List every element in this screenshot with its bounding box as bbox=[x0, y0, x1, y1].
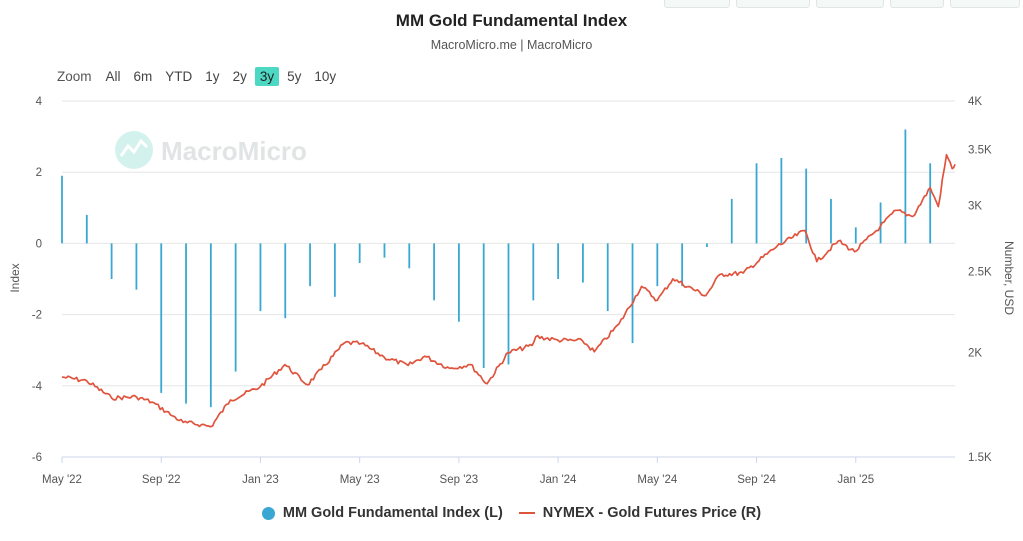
index-bar[interactable] bbox=[532, 243, 535, 301]
index-bar[interactable] bbox=[904, 129, 907, 244]
index-bar[interactable] bbox=[85, 214, 88, 244]
index-bar[interactable] bbox=[755, 163, 758, 244]
index-bar[interactable] bbox=[209, 243, 212, 408]
toolbar-button-3[interactable] bbox=[816, 0, 884, 8]
index-bar[interactable] bbox=[582, 243, 584, 283]
index-bar[interactable] bbox=[681, 243, 684, 287]
index-bar[interactable] bbox=[507, 243, 510, 365]
macromicro-logo-icon bbox=[115, 131, 153, 169]
legend-item-gold[interactable]: NYMEX - Gold Futures Price (R) bbox=[518, 505, 762, 521]
index-bar[interactable] bbox=[309, 243, 311, 287]
index-bar[interactable] bbox=[631, 243, 634, 344]
index-bar[interactable] bbox=[557, 243, 560, 279]
index-bar[interactable] bbox=[383, 243, 386, 258]
zoom-5y-button[interactable]: 5y bbox=[287, 69, 302, 84]
zoom-3y-button[interactable]: 3y bbox=[254, 67, 280, 86]
x-axis-ticks: May '22 Sep '22 Jan '23 May '23 Sep '23 Jan '… bbox=[42, 457, 874, 486]
index-bar[interactable] bbox=[408, 243, 411, 269]
x-tick-label: May '22 bbox=[42, 474, 82, 486]
index-bar[interactable] bbox=[830, 198, 832, 244]
index-bar[interactable] bbox=[110, 243, 113, 279]
index-bar[interactable] bbox=[656, 243, 659, 287]
left-axis-ticks: -6 -4 -2 0 2 4 bbox=[32, 96, 43, 464]
chart-title: MM Gold Fundamental Index bbox=[395, 11, 628, 30]
right-tick-label: 3.5K bbox=[968, 144, 992, 156]
index-bar[interactable] bbox=[805, 168, 808, 244]
index-bar[interactable] bbox=[61, 175, 63, 244]
index-bar[interactable] bbox=[706, 243, 708, 247]
index-bar[interactable] bbox=[234, 243, 237, 372]
x-tick-label: Sep '24 bbox=[737, 474, 776, 486]
x-tick-label: Jan '23 bbox=[242, 474, 279, 486]
index-bar[interactable] bbox=[433, 243, 435, 301]
right-tick-label: 2.5K bbox=[968, 267, 992, 279]
x-tick-label: May '24 bbox=[637, 474, 678, 486]
index-bar[interactable] bbox=[333, 243, 336, 297]
index-bars bbox=[61, 129, 932, 408]
left-axis-title: Index bbox=[8, 263, 22, 292]
index-bar[interactable] bbox=[730, 198, 733, 244]
zoom-2y-button[interactable]: 2y bbox=[232, 69, 247, 84]
left-tick-label: -6 bbox=[32, 452, 42, 464]
right-tick-label: 2K bbox=[968, 348, 982, 360]
zoom-1y-button[interactable]: 1y bbox=[205, 69, 220, 84]
x-tick-label: May '23 bbox=[340, 474, 380, 486]
chart-source: MacroMicro.me | MacroMicro bbox=[430, 38, 593, 52]
right-axis-ticks: 1.5K 2K 2.5K 3K 3.5K 4K bbox=[968, 96, 992, 464]
right-tick-label: 4K bbox=[968, 96, 982, 108]
toolbar-button-4[interactable] bbox=[890, 0, 944, 8]
right-axis-title: Number, USD bbox=[1002, 241, 1016, 315]
right-tick-label: 1.5K bbox=[968, 452, 992, 464]
x-tick-label: Jan '25 bbox=[837, 474, 874, 486]
left-tick-label: -4 bbox=[32, 381, 43, 393]
zoom-all-button[interactable]: All bbox=[105, 69, 121, 84]
watermark: MacroMicro bbox=[115, 131, 307, 169]
toolbar-button-2[interactable] bbox=[736, 0, 810, 8]
index-bar[interactable] bbox=[185, 243, 187, 404]
chart-legend: MM Gold Fundamental Index (L) NYMEX - Go… bbox=[0, 505, 1023, 521]
x-tick-label: Sep '23 bbox=[440, 474, 479, 486]
index-bar[interactable] bbox=[879, 202, 882, 244]
toolbar-button-5[interactable] bbox=[950, 0, 1020, 8]
left-tick-label: 4 bbox=[36, 96, 43, 108]
watermark-text: MacroMicro bbox=[161, 136, 307, 166]
left-tick-label: 2 bbox=[36, 167, 42, 179]
legend-index-label: MM Gold Fundamental Index (L) bbox=[282, 505, 503, 521]
index-bar[interactable] bbox=[929, 163, 932, 244]
right-tick-label: 3K bbox=[968, 200, 982, 212]
index-bar[interactable] bbox=[457, 243, 460, 322]
legend-gold-marker bbox=[518, 512, 535, 514]
index-bar[interactable] bbox=[482, 243, 485, 368]
gold-price-path[interactable] bbox=[61, 153, 956, 428]
index-bar[interactable] bbox=[135, 243, 138, 290]
index-bar[interactable] bbox=[259, 243, 262, 312]
gold-price-line bbox=[61, 153, 956, 428]
zoom-6m-button[interactable]: 6m bbox=[133, 69, 153, 84]
index-bar[interactable] bbox=[606, 243, 609, 312]
legend-item-index[interactable]: MM Gold Fundamental Index (L) bbox=[261, 505, 503, 521]
toolbar-button-1[interactable] bbox=[664, 0, 730, 8]
legend-index-marker bbox=[261, 506, 275, 520]
left-tick-label: -2 bbox=[32, 310, 42, 322]
zoom-ytd-button[interactable]: YTD bbox=[165, 69, 193, 84]
index-bar[interactable] bbox=[284, 243, 287, 319]
x-tick-label: Sep '22 bbox=[142, 474, 181, 486]
index-bar[interactable] bbox=[358, 243, 361, 263]
legend-gold-label: NYMEX - Gold Futures Price (R) bbox=[542, 505, 762, 521]
index-bar[interactable] bbox=[160, 243, 163, 393]
zoom-10y-button[interactable]: 10y bbox=[314, 69, 337, 84]
zoom-selector: Zoom All 6m YTD 1y 2y 3y 5y 10y bbox=[57, 67, 344, 86]
x-tick-label: Jan '24 bbox=[540, 474, 577, 486]
zoom-label: Zoom bbox=[57, 69, 92, 84]
index-bar[interactable] bbox=[854, 227, 857, 244]
watermark-logo-mark bbox=[119, 138, 149, 157]
left-tick-label: 0 bbox=[36, 238, 42, 250]
index-bar[interactable] bbox=[780, 157, 783, 244]
